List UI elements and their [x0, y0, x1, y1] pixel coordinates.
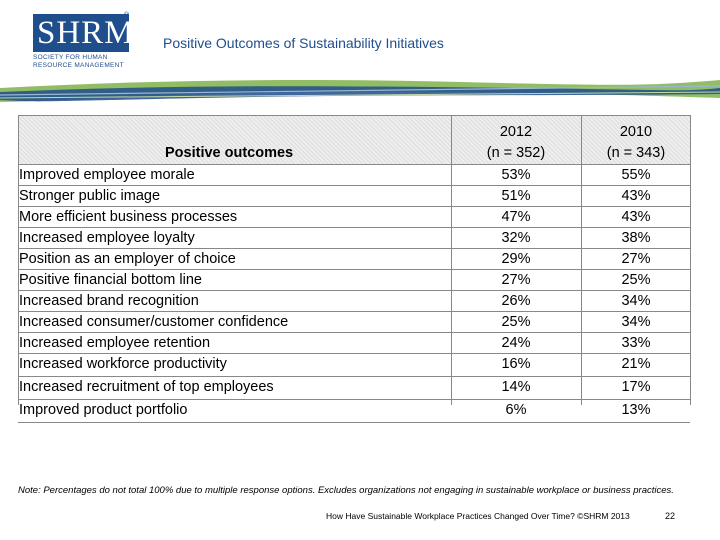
table-row: More efficient business processes 47% 43… — [18, 207, 690, 228]
value-2012: 26% — [501, 293, 531, 309]
header-2010-n: (n = 343) — [606, 145, 666, 161]
table-row: Improved employee morale 53% 55% — [18, 165, 690, 186]
footnote: Note: Percentages do not total 100% due … — [18, 485, 674, 496]
table-row: Improved product portfolio 6% 13% — [18, 400, 690, 423]
header-2012: 2012 (n = 352) — [471, 122, 561, 164]
value-2010: 34% — [621, 293, 651, 309]
value-2010: 27% — [621, 251, 651, 267]
value-2012: 27% — [501, 272, 531, 288]
value-2012: 32% — [501, 230, 531, 246]
header-2012-year: 2012 — [499, 124, 533, 140]
row-label: Positive financial bottom line — [19, 272, 202, 288]
value-2010: 38% — [621, 230, 651, 246]
value-2010: 25% — [621, 272, 651, 288]
logo-subtitle-line1: SOCIETY FOR HUMAN — [33, 54, 108, 61]
row-label: Increased workforce productivity — [19, 356, 227, 372]
value-2012: 25% — [501, 314, 531, 330]
logo-subtitle: SOCIETY FOR HUMAN RESOURCE MANAGEMENT — [33, 54, 124, 69]
row-label: Increased recruitment of top employees — [19, 379, 274, 395]
value-2010: 34% — [621, 314, 651, 330]
logo-subtitle-line2: RESOURCE MANAGEMENT — [33, 61, 124, 69]
header-2010-year: 2010 — [619, 124, 653, 140]
table-row: Increased employee loyalty 32% 38% — [18, 228, 690, 249]
value-2010: 21% — [621, 356, 651, 372]
table-right-border — [690, 115, 691, 405]
value-2012: 14% — [501, 379, 531, 395]
row-label: Position as an employer of choice — [19, 251, 236, 267]
value-2010: 33% — [621, 335, 651, 351]
value-2010: 55% — [621, 167, 651, 183]
table-row: Position as an employer of choice 29% 27… — [18, 249, 690, 270]
table-row: Increased employee retention 24% 33% — [18, 333, 690, 354]
table-row: Positive financial bottom line 27% 25% — [18, 270, 690, 291]
decorative-banner — [0, 80, 720, 102]
table-row: Increased brand recognition 26% 34% — [18, 291, 690, 312]
source-footer: How Have Sustainable Workplace Practices… — [326, 511, 630, 521]
table-header: Positive outcomes 2012 (n = 352) 2010 (n… — [18, 115, 690, 165]
table-row: Stronger public image 51% 43% — [18, 186, 690, 207]
header-2012-n: (n = 352) — [486, 145, 546, 161]
row-label: Increased consumer/customer confidence — [19, 314, 289, 330]
column-divider — [581, 115, 582, 405]
table-row: Increased workforce productivity 16% 21% — [18, 354, 690, 377]
value-2010: 43% — [621, 209, 651, 225]
table-row: Increased recruitment of top employees 1… — [18, 377, 690, 400]
header-2010: 2010 (n = 343) — [591, 122, 681, 164]
row-label: Improved employee morale — [19, 167, 195, 183]
page-number: 22 — [665, 511, 676, 521]
table-row: Increased consumer/customer confidence 2… — [18, 312, 690, 333]
value-2012: 47% — [501, 209, 531, 225]
outcomes-table: Positive outcomes 2012 (n = 352) 2010 (n… — [18, 115, 690, 423]
row-label: Increased employee loyalty — [19, 230, 195, 246]
value-2012: 29% — [501, 251, 531, 267]
table-left-border — [18, 115, 19, 405]
row-label: Improved product portfolio — [19, 402, 188, 418]
value-2012: 6% — [505, 402, 527, 418]
column-divider — [451, 115, 452, 405]
logo-mark: SHRM — [33, 14, 134, 52]
shrm-logo: SHRM ® SOCIETY FOR HUMAN RESOURCE MANAGE… — [33, 12, 134, 74]
row-label: More efficient business processes — [19, 209, 238, 225]
registered-mark: ® — [124, 12, 130, 19]
value-2010: 17% — [621, 379, 651, 395]
row-label: Stronger public image — [19, 188, 161, 204]
value-2010: 13% — [621, 402, 651, 418]
value-2012: 51% — [501, 188, 531, 204]
header-positive-outcomes: Positive outcomes — [165, 145, 294, 161]
row-label: Increased brand recognition — [19, 293, 199, 309]
value-2012: 24% — [501, 335, 531, 351]
value-2010: 43% — [621, 188, 651, 204]
slide-title: Positive Outcomes of Sustainability Init… — [163, 35, 444, 51]
logo-wordmark: SHRM — [37, 15, 135, 51]
value-2012: 16% — [501, 356, 531, 372]
value-2012: 53% — [501, 167, 531, 183]
row-label: Increased employee retention — [19, 335, 211, 351]
